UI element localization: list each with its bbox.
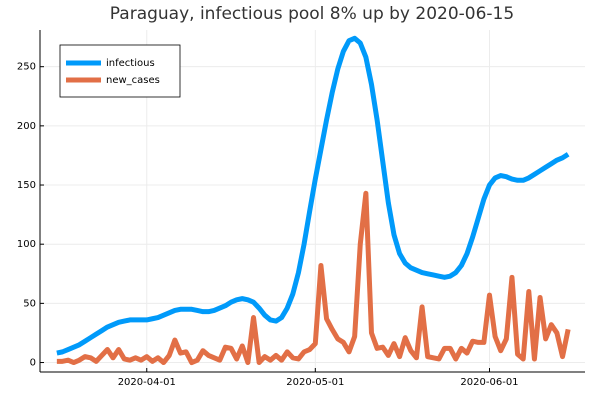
legend-label: infectious	[106, 58, 155, 69]
y-tick-label: 200	[17, 121, 36, 132]
x-tick-label: 2020-04-01	[118, 377, 176, 388]
x-tick-label: 2020-05-01	[286, 377, 344, 388]
y-tick-label: 250	[17, 62, 36, 73]
chart-title: Paraguay, infectious pool 8% up by 2020-…	[110, 4, 514, 24]
y-tick-label: 150	[17, 180, 36, 191]
x-tick-label: 2020-06-01	[460, 377, 518, 388]
series-line	[56, 190, 571, 366]
y-tick-label: 100	[17, 239, 36, 250]
y-tick-label: 50	[23, 298, 36, 309]
y-tick-label: 0	[30, 358, 36, 369]
legend: infectious new_cases	[59, 44, 181, 98]
legend-label: new_cases	[106, 75, 160, 86]
series-line	[56, 35, 570, 356]
legend-box	[59, 44, 181, 98]
